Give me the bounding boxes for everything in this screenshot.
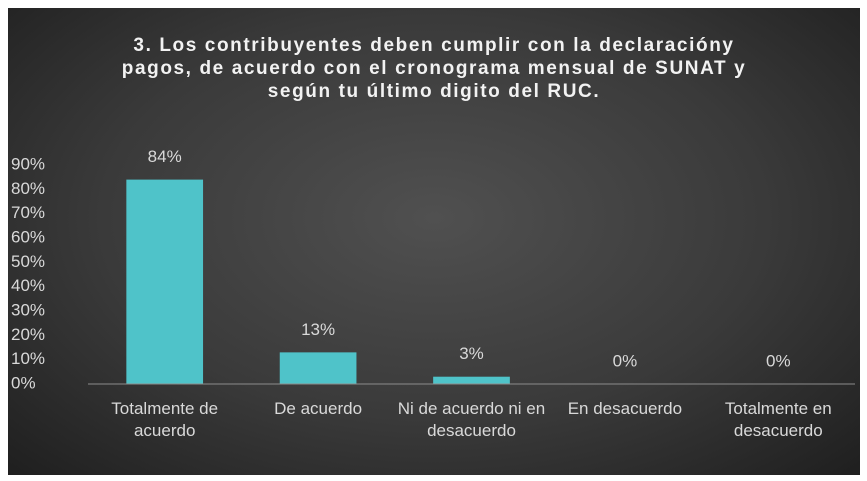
plot: 0% 10% 20% 30% 40% 50% 60% 70% 80% 90% 84% 13% 3% 0% 0… [11, 147, 855, 392]
y-tick-label: 50% [11, 252, 45, 271]
x-tick-label: Totalmente en desacuerdo [724, 399, 832, 440]
y-tick-label: 60% [11, 227, 45, 246]
x-tick-label: En desacuerdo [567, 399, 683, 418]
y-tick-label: 90% [11, 154, 45, 173]
y-tick-label: 40% [11, 276, 45, 295]
y-tick-label: 80% [11, 179, 45, 198]
chart-title: 3. Los contribuyentes deben cumplir con … [121, 35, 747, 102]
y-tick-label: 20% [11, 325, 45, 344]
y-tick-label: 10% [11, 349, 45, 368]
data-label: 0% [766, 351, 791, 370]
y-tick-label: 0% [11, 373, 36, 392]
bar [126, 179, 204, 384]
bar [279, 352, 357, 384]
x-tick-label: Totalmente de acuerdo [111, 399, 219, 440]
x-tick-label: De acuerdo [274, 399, 363, 418]
y-tick-label: 30% [11, 300, 45, 319]
bar [433, 376, 510, 384]
data-label: 0% [613, 351, 638, 370]
data-label: 84% [148, 147, 182, 166]
chart: 3. Los contribuyentes deben cumplir con … [8, 8, 860, 475]
y-tick-label: 70% [11, 203, 45, 222]
x-tick-label: Ni de acuerdo ni en desacuerdo [397, 399, 546, 440]
data-label: 3% [459, 344, 484, 363]
data-label: 13% [301, 320, 335, 339]
